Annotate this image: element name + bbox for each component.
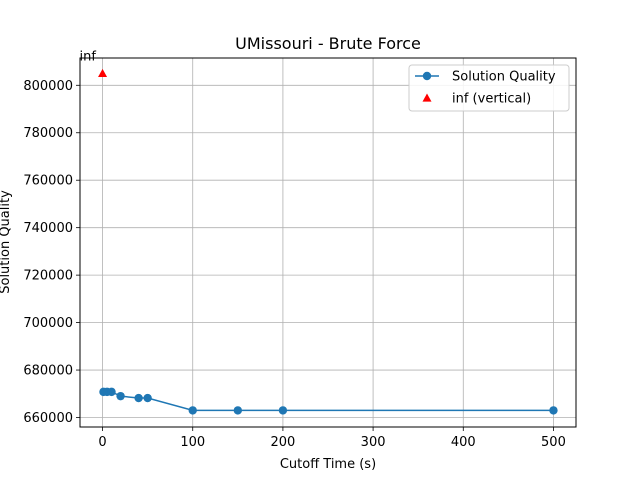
data-point — [188, 406, 197, 415]
y-tick-label: 680000 — [23, 364, 73, 379]
legend: Solution Quality inf (vertical) — [408, 64, 570, 112]
legend-marker — [422, 71, 432, 81]
data-point — [116, 391, 125, 401]
x-tick-label: 400 — [451, 435, 476, 450]
legend-label: Solution Quality — [452, 70, 556, 85]
data-point — [549, 406, 558, 415]
x-tick-label: 0 — [98, 435, 106, 450]
y-tick-label: 720000 — [23, 269, 73, 284]
y-axis-label: Solution Quality — [0, 190, 13, 294]
y-axis-ticks: 660000 680000 700000 720000 740000 760000 7800… — [23, 79, 80, 426]
axes-frame — [79, 57, 577, 428]
data-point — [233, 406, 243, 415]
y-tick-label: 700000 — [23, 316, 73, 331]
legend-frame — [408, 64, 570, 112]
data-point — [278, 406, 288, 415]
inf-annotation: inf — [80, 49, 97, 64]
series-layer: inf — [80, 49, 558, 415]
legend-marker — [422, 93, 432, 102]
y-tick-label: 780000 — [23, 126, 73, 141]
inf-marker — [98, 68, 108, 78]
data-point — [107, 387, 116, 397]
y-tick-label: 740000 — [23, 221, 73, 236]
x-axis-label: Cutoff Time (s) — [280, 457, 376, 472]
chart-title: UMissouri - Brute Force — [235, 34, 421, 53]
x-tick-label: 100 — [180, 435, 205, 450]
y-tick-label: 660000 — [23, 411, 73, 426]
y-tick-label: 760000 — [23, 174, 73, 189]
x-axis-ticks: 0 100 200 300 400 500 — [98, 427, 566, 450]
x-tick-label: 300 — [361, 435, 386, 450]
data-point — [143, 393, 152, 403]
legend-label: inf (vertical) — [452, 92, 531, 107]
y-tick-label: 800000 — [23, 79, 73, 94]
x-tick-label: 200 — [270, 435, 295, 450]
x-tick-label: 500 — [541, 435, 566, 450]
data-point — [134, 393, 143, 403]
grid — [80, 58, 576, 427]
